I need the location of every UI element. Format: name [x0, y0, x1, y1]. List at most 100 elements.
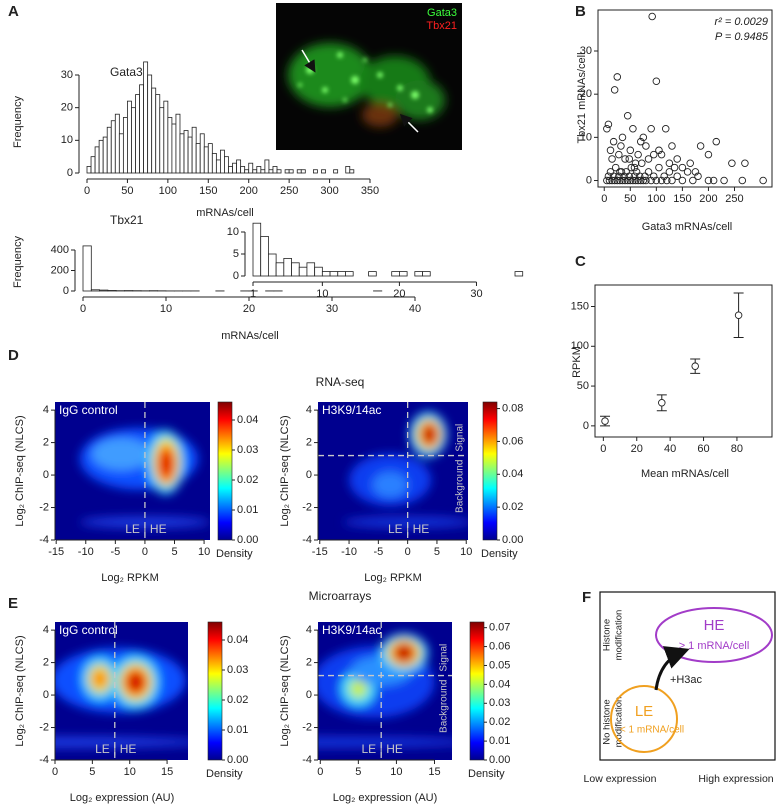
bar — [300, 169, 306, 174]
annotation: P = 0.9485 — [715, 31, 769, 43]
density-blob — [318, 736, 452, 748]
point — [625, 172, 634, 180]
x-axis-label: Log₂ expression (AU) — [333, 792, 438, 804]
colorbar-tick-label: 0.00 — [227, 754, 248, 766]
x-tick-label: 10 — [390, 766, 402, 778]
bar — [94, 146, 100, 174]
x-tick-label: 0 — [405, 546, 411, 558]
bar — [187, 136, 193, 174]
panel-letter: E — [8, 595, 18, 612]
y-tick-label: 0 — [233, 270, 239, 282]
bar — [143, 61, 149, 174]
y-label: No histone — [602, 699, 613, 744]
region-label: LE — [125, 522, 140, 536]
y-axis-label: Log₂ ChIP-seq (NLCS) — [279, 635, 291, 746]
point — [608, 155, 616, 163]
point — [652, 77, 661, 85]
bar — [215, 159, 221, 174]
density-blob — [349, 678, 368, 699]
point — [648, 12, 656, 21]
point — [631, 159, 640, 168]
point — [613, 176, 622, 185]
colorbar-tick-label: 0.07 — [489, 622, 510, 634]
panel-letter: C — [575, 253, 586, 270]
colorbar-tick-label: 0.02 — [502, 501, 523, 513]
point — [623, 176, 632, 185]
bar — [391, 271, 400, 277]
x-tick-label: 200 — [699, 193, 717, 205]
point — [678, 163, 687, 172]
bar — [135, 94, 140, 174]
region-separator: | — [380, 742, 383, 756]
point — [657, 176, 666, 185]
point — [691, 362, 699, 370]
point — [655, 146, 663, 155]
x-tick-label: 200 — [240, 185, 258, 197]
x-tick-label: 300 — [320, 185, 338, 197]
y-tick-label: -4 — [302, 754, 312, 766]
node-sublabel: < 1 mRNA/cell — [620, 725, 684, 736]
y-tick-label: 400 — [51, 244, 69, 256]
bar — [345, 271, 354, 277]
y-tick-label: -4 — [39, 754, 49, 766]
colorbar-tick-label: 0.03 — [489, 697, 510, 709]
y-tick-label: 2 — [306, 656, 312, 668]
point — [621, 155, 629, 163]
point — [623, 112, 632, 120]
y-tick-label: 0 — [67, 167, 73, 179]
colorbar-tick-label: 0.04 — [227, 634, 248, 646]
x-tick-label: 10 — [316, 288, 328, 300]
bar — [268, 169, 274, 174]
point — [615, 150, 623, 159]
x-tick-label: 10 — [124, 766, 136, 778]
point — [696, 142, 705, 150]
y-axis-label: Frequency — [12, 96, 24, 148]
colorbar-label: Density — [206, 768, 243, 780]
point — [625, 155, 634, 163]
bar — [82, 245, 92, 292]
y-tick-label: 0 — [63, 285, 69, 297]
chart: IgG control LE | HE 0.00 0.01 0.02 0.03 0.04 Dens… — [14, 401, 258, 584]
region-label: LE — [388, 522, 403, 536]
point — [644, 155, 653, 163]
node-label: HE — [704, 617, 725, 634]
bar — [312, 169, 318, 174]
point — [613, 73, 622, 81]
point — [639, 133, 648, 142]
y-tick-label: 5 — [233, 248, 239, 260]
point — [655, 163, 663, 172]
density-blob — [422, 425, 436, 444]
colorbar-tick-label: 0.04 — [237, 414, 258, 426]
bar — [333, 169, 339, 174]
x-tick-label: 15 — [161, 766, 173, 778]
region-label: HE — [386, 742, 403, 756]
colorbar-tick-label: 0.02 — [227, 694, 248, 706]
point — [630, 172, 639, 180]
point — [673, 172, 681, 180]
bar — [203, 146, 209, 174]
colorbar — [482, 401, 498, 541]
colorbar-tick-label: 0.06 — [489, 640, 510, 652]
density-blob — [395, 644, 413, 661]
side-label: Background — [439, 680, 450, 733]
bar — [321, 271, 331, 277]
x-tick-label: 350 — [361, 185, 379, 197]
bar — [514, 271, 524, 277]
point — [634, 150, 642, 159]
bar — [284, 169, 290, 174]
region-label: HE — [413, 522, 430, 536]
bar — [211, 152, 217, 174]
node — [655, 607, 773, 663]
x-tick-label: 30 — [326, 303, 338, 315]
colorbar — [207, 621, 223, 761]
point — [606, 146, 615, 155]
point — [609, 137, 618, 146]
point — [604, 120, 613, 129]
side-label: Signal — [455, 424, 466, 452]
colorbar-tick-label: 0.04 — [502, 468, 523, 480]
panel-title: H3K9/14ac — [322, 403, 381, 417]
point — [738, 176, 747, 185]
edge-label: +H3ac — [670, 674, 703, 686]
point — [641, 172, 649, 180]
y-tick-label: 0 — [306, 469, 312, 481]
